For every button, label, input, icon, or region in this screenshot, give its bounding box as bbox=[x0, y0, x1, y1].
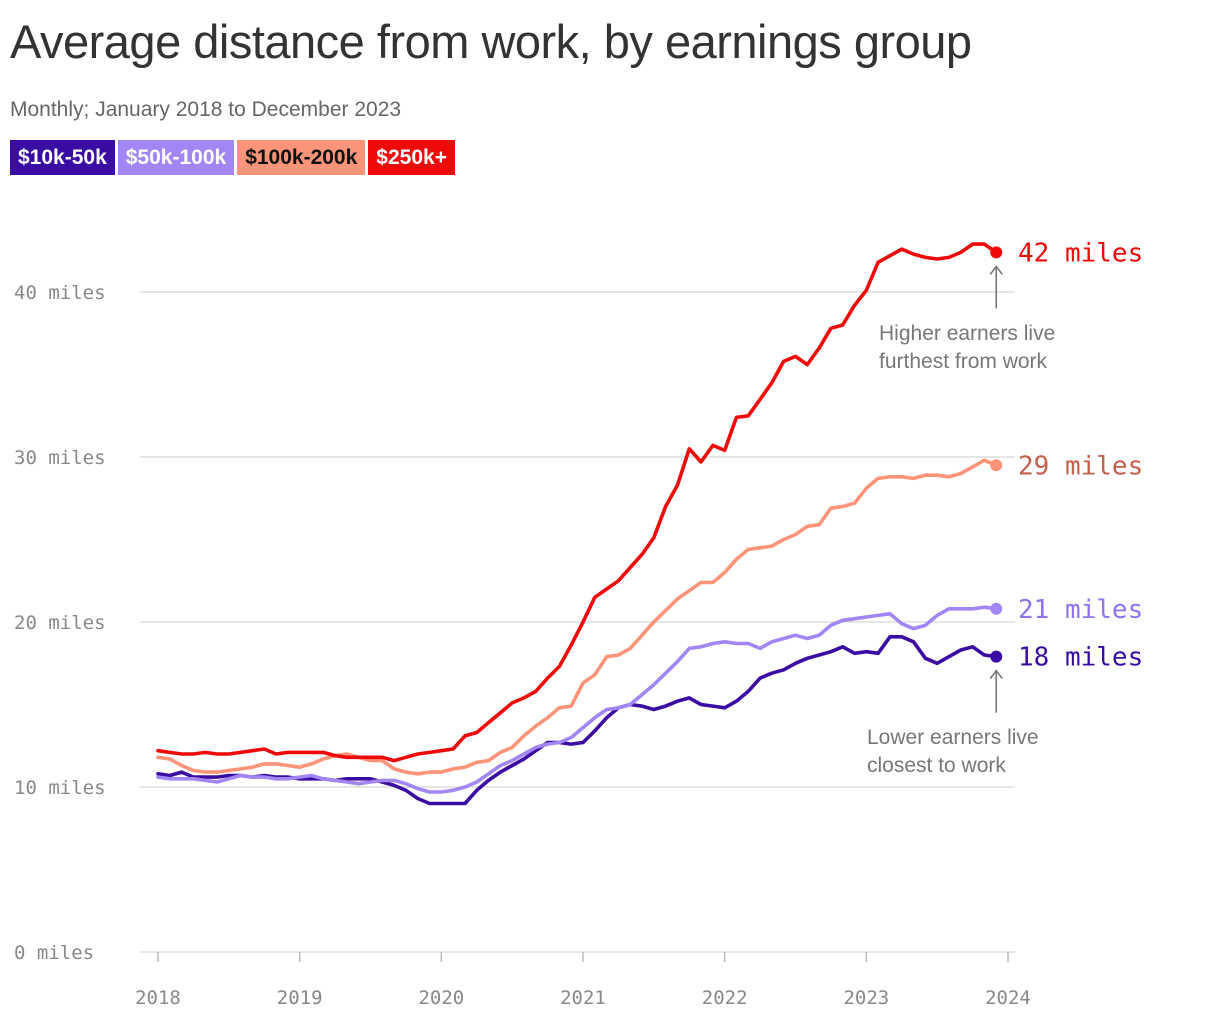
y-tick-label: 0 miles bbox=[14, 942, 94, 964]
x-tick-label: 2020 bbox=[418, 987, 464, 1009]
chart-subtitle: Monthly; January 2018 to December 2023 bbox=[10, 98, 402, 121]
legend-item-250k-plus: $250k+ bbox=[368, 140, 455, 175]
series-line-2 bbox=[156, 458, 998, 776]
legend-item-100k-200k: $100k-200k bbox=[237, 140, 366, 175]
annotation-text: closest to work bbox=[867, 754, 1006, 777]
x-tick-label: 2024 bbox=[985, 987, 1031, 1009]
y-tick-label: 40 miles bbox=[14, 282, 106, 304]
legend-item-50k-100k: $50k-100k bbox=[117, 140, 235, 175]
y-tick-label: 30 miles bbox=[14, 447, 106, 469]
label-layer: 18 miles 21 miles 29 miles 42 miles bbox=[1018, 238, 1143, 672]
x-tick-label: 2021 bbox=[560, 987, 606, 1009]
series-line-3 bbox=[156, 242, 998, 763]
x-tick-label: 2022 bbox=[702, 987, 748, 1009]
series-end-label-2: 29 miles bbox=[1018, 451, 1143, 481]
series-end-point-3 bbox=[990, 246, 1003, 259]
annotation-text: Lower earners live bbox=[867, 726, 1039, 749]
legend-item-10k-50k: $10k-50k bbox=[10, 140, 115, 175]
series-end-label-1: 21 miles bbox=[1018, 595, 1143, 625]
x-tick-label: 2023 bbox=[843, 987, 889, 1009]
annotation-text: Higher earners live bbox=[879, 322, 1055, 345]
y-tick-label: 20 miles bbox=[14, 612, 106, 634]
grid-layer: 0 miles 10 miles 20 miles 30 miles 40 miles 2… bbox=[14, 282, 1031, 1009]
annotation-arrow-head bbox=[989, 265, 1003, 275]
annotation-text: furthest from work bbox=[879, 350, 1048, 373]
x-tick-label: 2019 bbox=[277, 987, 323, 1009]
annotation-layer: Higher earners live furthest from work Low… bbox=[867, 265, 1055, 777]
series-end-point-2 bbox=[990, 459, 1003, 472]
series-end-point-1 bbox=[990, 602, 1003, 615]
series-end-label-0: 18 miles bbox=[1018, 643, 1143, 673]
series-end-point-0 bbox=[990, 650, 1003, 663]
line-layer bbox=[156, 242, 1003, 806]
series-line-1 bbox=[156, 605, 998, 794]
chart-title: Average distance from work, by earnings … bbox=[10, 15, 972, 68]
y-tick-label: 10 miles bbox=[14, 777, 106, 799]
series-end-label-3: 42 miles bbox=[1018, 238, 1143, 268]
annotation-arrow-head bbox=[989, 669, 1003, 680]
legend: $10k-50k $50k-100k $100k-200k $250k+ bbox=[10, 140, 455, 175]
x-tick-label: 2018 bbox=[135, 987, 181, 1009]
